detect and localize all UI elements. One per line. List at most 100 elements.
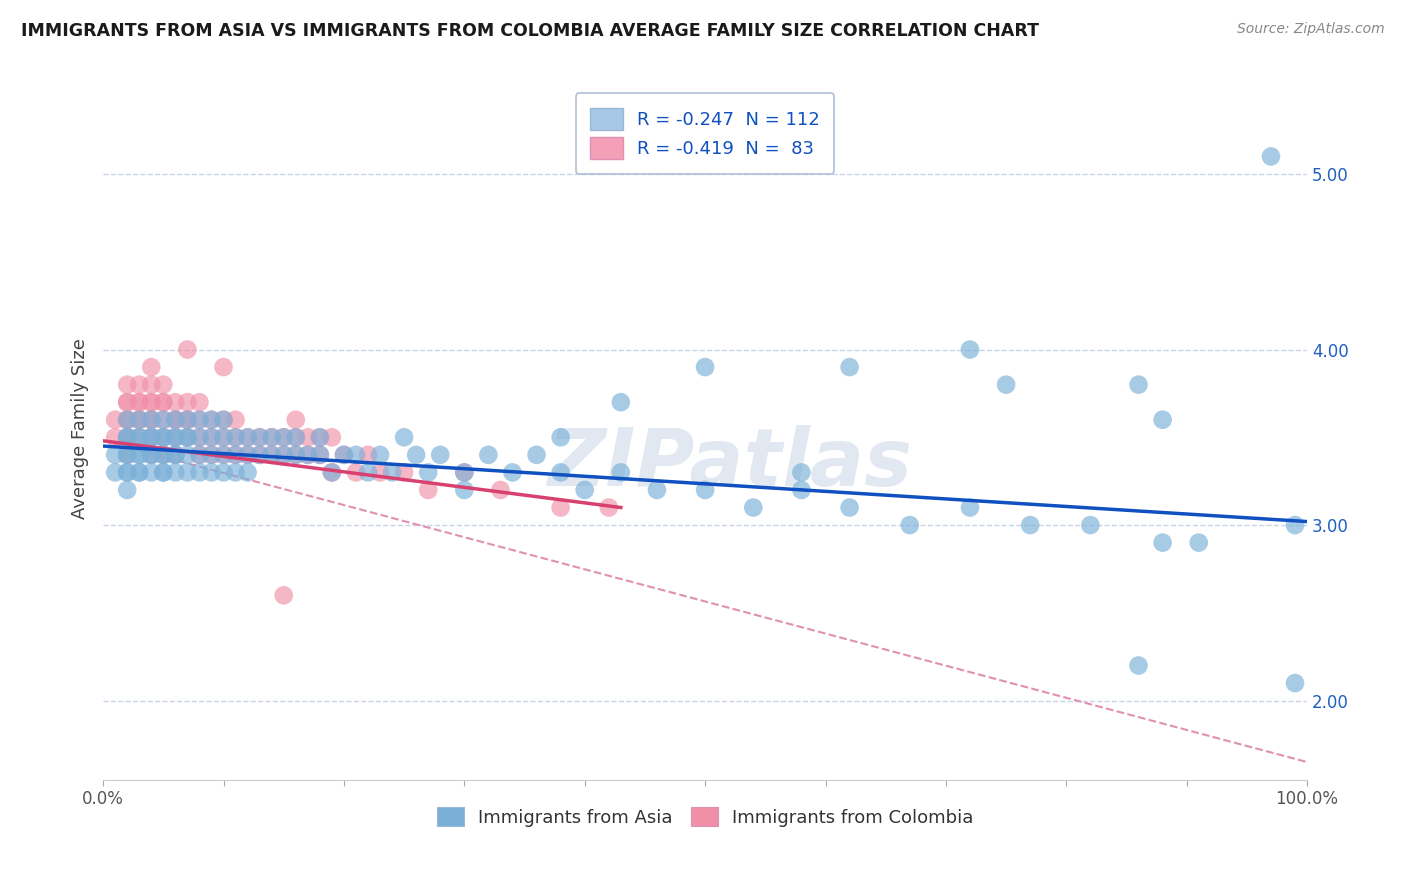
Point	[200, 448, 222, 462]
Point	[381, 466, 404, 480]
Point	[152, 430, 174, 444]
Point	[249, 448, 271, 462]
Point	[284, 413, 307, 427]
Point	[368, 448, 391, 462]
Point	[225, 430, 247, 444]
Point	[165, 413, 187, 427]
Point	[1284, 676, 1306, 690]
Point	[453, 466, 475, 480]
Point	[1128, 658, 1150, 673]
Point	[165, 430, 187, 444]
Point	[260, 448, 283, 462]
Point	[693, 360, 716, 375]
Point	[838, 360, 860, 375]
Point	[115, 448, 138, 462]
Point	[598, 500, 620, 515]
Point	[128, 448, 150, 462]
Point	[249, 430, 271, 444]
Point	[236, 448, 259, 462]
Point	[188, 448, 211, 462]
Point	[176, 413, 198, 427]
Point	[1019, 518, 1042, 533]
Point	[188, 395, 211, 409]
Point	[501, 466, 523, 480]
Point	[284, 430, 307, 444]
Point	[838, 500, 860, 515]
Point	[152, 448, 174, 462]
Point	[128, 430, 150, 444]
Point	[200, 466, 222, 480]
Point	[115, 483, 138, 497]
Point	[128, 413, 150, 427]
Point	[212, 448, 235, 462]
Point	[693, 483, 716, 497]
Point	[1284, 518, 1306, 533]
Point	[297, 448, 319, 462]
Point	[357, 448, 380, 462]
Point	[152, 448, 174, 462]
Point	[344, 448, 367, 462]
Point	[357, 466, 380, 480]
Point	[236, 466, 259, 480]
Point	[273, 430, 295, 444]
Point	[115, 448, 138, 462]
Point	[165, 430, 187, 444]
Point	[236, 430, 259, 444]
Point	[152, 395, 174, 409]
Point	[115, 430, 138, 444]
Point	[165, 395, 187, 409]
Point	[392, 466, 415, 480]
Point	[128, 430, 150, 444]
Point	[115, 466, 138, 480]
Point	[321, 466, 343, 480]
Point	[898, 518, 921, 533]
Point	[995, 377, 1018, 392]
Point	[128, 448, 150, 462]
Point	[550, 500, 572, 515]
Point	[152, 430, 174, 444]
Point	[321, 430, 343, 444]
Point	[152, 430, 174, 444]
Point	[176, 395, 198, 409]
Point	[333, 448, 356, 462]
Point	[152, 377, 174, 392]
Point	[152, 448, 174, 462]
Point	[284, 448, 307, 462]
Point	[1080, 518, 1102, 533]
Point	[176, 466, 198, 480]
Point	[308, 448, 330, 462]
Point	[610, 395, 633, 409]
Point	[225, 430, 247, 444]
Point	[165, 466, 187, 480]
Point	[453, 466, 475, 480]
Point	[249, 448, 271, 462]
Point	[115, 430, 138, 444]
Point	[212, 430, 235, 444]
Point	[115, 413, 138, 427]
Text: IMMIGRANTS FROM ASIA VS IMMIGRANTS FROM COLOMBIA AVERAGE FAMILY SIZE CORRELATION: IMMIGRANTS FROM ASIA VS IMMIGRANTS FROM …	[21, 22, 1039, 40]
Text: Source: ZipAtlas.com: Source: ZipAtlas.com	[1237, 22, 1385, 37]
Point	[225, 413, 247, 427]
Point	[128, 413, 150, 427]
Point	[141, 395, 163, 409]
Point	[550, 430, 572, 444]
Legend: Immigrants from Asia, Immigrants from Colombia: Immigrants from Asia, Immigrants from Co…	[429, 800, 981, 834]
Point	[212, 448, 235, 462]
Point	[176, 343, 198, 357]
Point	[273, 448, 295, 462]
Point	[308, 430, 330, 444]
Point	[297, 430, 319, 444]
Point	[959, 343, 981, 357]
Point	[212, 413, 235, 427]
Point	[260, 448, 283, 462]
Point	[308, 430, 330, 444]
Point	[115, 448, 138, 462]
Point	[141, 413, 163, 427]
Point	[165, 430, 187, 444]
Point	[141, 395, 163, 409]
Point	[225, 466, 247, 480]
Point	[284, 430, 307, 444]
Point	[273, 448, 295, 462]
Point	[141, 448, 163, 462]
Point	[260, 430, 283, 444]
